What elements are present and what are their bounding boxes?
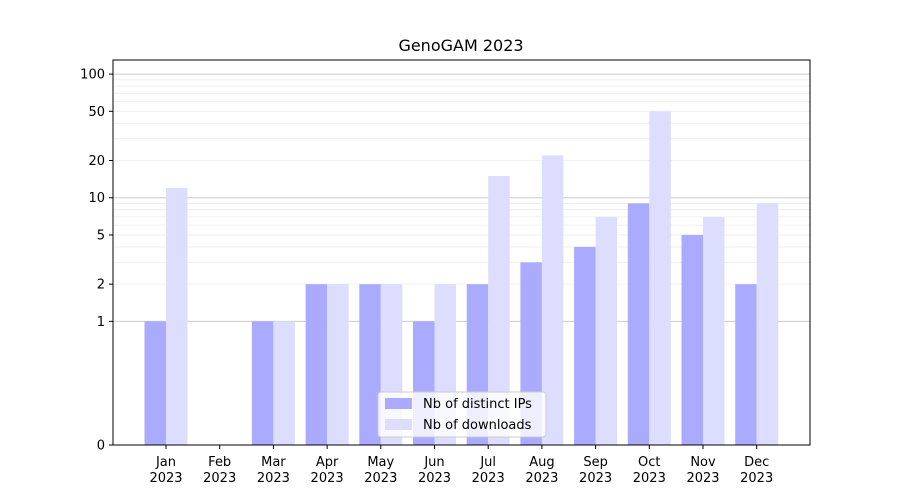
x-tick-label: Apr 2023 (311, 455, 344, 486)
y-tick-label: 0 (97, 439, 105, 454)
legend: Nb of distinct IPs Nb of downloads (377, 391, 547, 438)
bar-downloads (273, 321, 295, 445)
x-tick-label: May 2023 (364, 455, 397, 486)
x-tick-label: Nov 2023 (686, 455, 719, 486)
x-axis: Jan 2023 Feb 2023 Mar 2023 Apr 2023 May 2023 Jun 20… (149, 445, 773, 486)
bar-distinct-ips (305, 284, 328, 445)
bar-downloads (595, 216, 618, 445)
legend-label-downloads: Nb of downloads (423, 418, 532, 433)
x-tick-label: Dec 2023 (740, 455, 773, 486)
legend-swatch-downloads (385, 419, 412, 430)
bar-downloads (703, 216, 725, 445)
bar-downloads (488, 175, 510, 445)
chart-title: GenoGAM 2023 (398, 36, 523, 55)
bar-distinct-ips (735, 284, 757, 445)
legend-label-distinct-ips: Nb of distinct IPs (423, 397, 532, 412)
x-tick-label: Oct 2023 (633, 455, 666, 486)
legend-box (377, 391, 547, 438)
x-tick-label: Sep 2023 (579, 455, 612, 486)
bar-downloads (541, 155, 564, 445)
y-tick-label: 50 (88, 105, 105, 120)
y-tick-label: 2 (97, 278, 105, 293)
bar-downloads (166, 187, 188, 445)
x-tick-label: Jun 2023 (418, 455, 451, 486)
bar-downloads (756, 203, 779, 445)
x-tick-label: Aug 2023 (525, 455, 558, 486)
y-tick-label: 100 (80, 68, 105, 83)
y-tick-label: 20 (88, 154, 105, 169)
bar-downloads (327, 284, 349, 445)
bar-downloads (649, 111, 671, 445)
bar-distinct-ips (251, 321, 274, 445)
x-tick-label: Jul 2023 (472, 455, 505, 486)
bar-distinct-ips (359, 284, 381, 445)
plot-area-frame (112, 59, 811, 446)
y-tick-label: 5 (97, 228, 105, 243)
x-tick-label: Feb 2023 (203, 455, 236, 486)
y-tick-label: 1 (97, 315, 105, 330)
x-tick-label: Jan 2023 (149, 455, 182, 486)
bar-distinct-ips (144, 321, 166, 445)
bar-distinct-ips (627, 203, 650, 445)
bar-distinct-ips (681, 234, 703, 445)
y-axis: 0 1 2 5 10 20 50 100 (80, 68, 113, 454)
y-tick-label: 10 (88, 191, 105, 206)
bar-distinct-ips (574, 246, 596, 445)
x-tick-label: Mar 2023 (257, 455, 290, 486)
legend-swatch-distinct-ips (385, 398, 412, 409)
